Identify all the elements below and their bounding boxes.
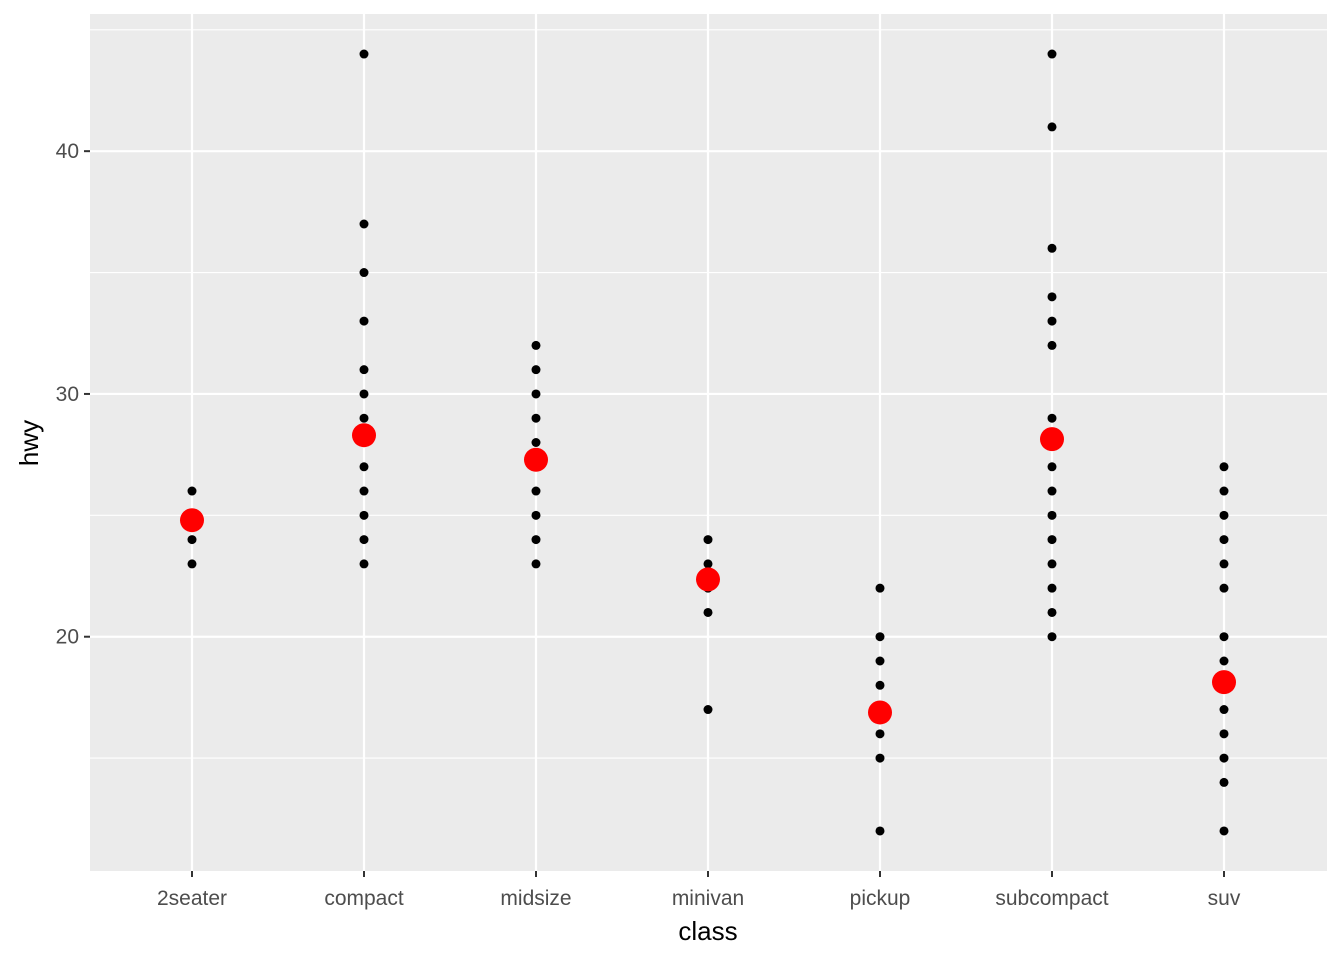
data-point bbox=[359, 49, 369, 59]
data-point bbox=[1219, 656, 1229, 666]
data-point bbox=[1047, 632, 1057, 642]
data-point bbox=[1047, 340, 1057, 350]
data-point bbox=[875, 753, 885, 763]
mean-point bbox=[524, 447, 548, 472]
data-point bbox=[703, 535, 713, 545]
data-point bbox=[1047, 462, 1057, 472]
data-point bbox=[1219, 705, 1229, 715]
data-point bbox=[531, 535, 541, 545]
x-axis-title: class bbox=[678, 916, 737, 946]
data-point bbox=[875, 680, 885, 690]
mean-point bbox=[180, 508, 204, 533]
y-tick-label: 20 bbox=[56, 626, 79, 649]
x-tick-label: pickup bbox=[850, 887, 911, 910]
data-point bbox=[359, 268, 369, 278]
data-point bbox=[531, 486, 541, 496]
y-axis-title: hwy bbox=[14, 420, 44, 466]
y-tick-label: 30 bbox=[56, 383, 79, 406]
data-point bbox=[1047, 316, 1057, 326]
data-point bbox=[1219, 777, 1229, 787]
mean-point bbox=[1040, 427, 1064, 452]
data-point bbox=[531, 389, 541, 399]
data-point bbox=[1219, 486, 1229, 496]
data-point bbox=[875, 632, 885, 642]
data-point bbox=[359, 413, 369, 423]
data-point bbox=[359, 535, 369, 545]
mean-point bbox=[352, 423, 376, 448]
mean-point bbox=[868, 700, 892, 725]
data-points bbox=[180, 49, 1236, 836]
data-point bbox=[875, 729, 885, 739]
data-point bbox=[359, 365, 369, 375]
data-point bbox=[1219, 583, 1229, 593]
y-tick-label: 40 bbox=[56, 140, 79, 163]
mean-point bbox=[696, 567, 720, 592]
data-point bbox=[1219, 729, 1229, 739]
data-point bbox=[359, 389, 369, 399]
data-point bbox=[359, 462, 369, 472]
x-tick-label: minivan bbox=[672, 887, 744, 910]
data-point bbox=[359, 316, 369, 326]
data-point bbox=[1219, 753, 1229, 763]
data-point bbox=[703, 559, 713, 569]
data-point bbox=[875, 826, 885, 836]
data-point bbox=[1047, 413, 1057, 423]
data-point bbox=[1047, 49, 1057, 59]
data-point bbox=[187, 559, 197, 569]
data-point bbox=[1047, 486, 1057, 496]
data-point bbox=[703, 607, 713, 617]
data-point bbox=[1219, 826, 1229, 836]
x-tick-label: subcompact bbox=[995, 887, 1108, 910]
data-point bbox=[1047, 510, 1057, 520]
data-point bbox=[875, 583, 885, 593]
data-point bbox=[531, 413, 541, 423]
data-point bbox=[531, 438, 541, 447]
data-point bbox=[1047, 243, 1057, 253]
x-tick-label: suv bbox=[1208, 887, 1241, 910]
x-axis-ticks: 2seater compact midsize minivan pickup subcom… bbox=[157, 871, 1241, 910]
data-point bbox=[359, 219, 369, 229]
x-tick-label: 2seater bbox=[157, 887, 227, 910]
data-point bbox=[1219, 632, 1229, 642]
data-point bbox=[531, 365, 541, 375]
data-point bbox=[531, 559, 541, 569]
data-point bbox=[1047, 607, 1057, 617]
data-point bbox=[531, 340, 541, 350]
data-point bbox=[1219, 462, 1229, 472]
data-point bbox=[1047, 122, 1057, 132]
data-point bbox=[1047, 292, 1057, 302]
data-point bbox=[1047, 535, 1057, 545]
y-axis-ticks: 20 30 40 bbox=[56, 140, 90, 649]
data-point bbox=[1219, 559, 1229, 569]
data-point bbox=[1219, 510, 1229, 520]
data-point bbox=[1219, 535, 1229, 545]
x-tick-label: midsize bbox=[500, 887, 571, 910]
data-point bbox=[1047, 583, 1057, 593]
data-point bbox=[531, 510, 541, 520]
data-point bbox=[187, 486, 197, 496]
mean-point bbox=[1212, 670, 1236, 695]
data-point bbox=[703, 705, 713, 715]
data-point bbox=[187, 535, 197, 545]
data-point bbox=[359, 559, 369, 569]
data-point bbox=[359, 486, 369, 496]
x-tick-label: compact bbox=[324, 887, 404, 910]
data-point bbox=[875, 656, 885, 666]
data-point bbox=[1047, 559, 1057, 569]
data-point bbox=[359, 510, 369, 520]
